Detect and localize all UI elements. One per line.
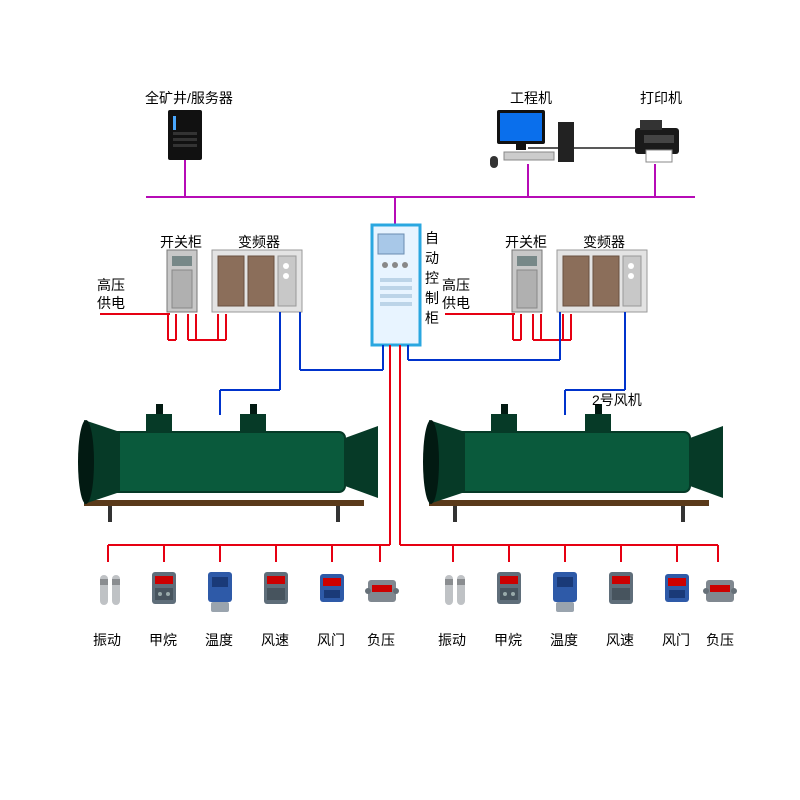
vfd-right-label: 变频器 <box>583 232 625 252</box>
hv-supply-left-label: 高压 供电 <box>97 276 129 312</box>
sensor-label-l-1: 甲烷 <box>149 630 177 650</box>
sensor-label-l-4: 风门 <box>317 630 345 650</box>
control-cabinet-label: 自 动 控 制 柜 <box>425 228 441 328</box>
switch-cabinet-right-label: 开关柜 <box>505 232 547 252</box>
sensor-label-l-0: 振动 <box>93 630 121 650</box>
workstation-icon <box>490 110 574 168</box>
sensor-label-r-5: 负压 <box>706 630 734 650</box>
switch-cabinet-right-icon <box>512 250 542 312</box>
sensor-label-l-3: 风速 <box>261 630 289 650</box>
switch-cabinet-left-icon <box>167 250 197 312</box>
sensor-label-r-2: 温度 <box>550 630 578 650</box>
server-label: 全矿井/服务器 <box>145 88 233 108</box>
control-cabinet-icon <box>372 225 420 345</box>
hv-supply-right-label: 高压 供电 <box>442 276 474 312</box>
sensor-label-r-4: 风门 <box>662 630 690 650</box>
fan-right-icon <box>423 404 723 522</box>
fan-left-icon <box>78 404 378 522</box>
fan2-label: 2号风机 <box>592 390 642 410</box>
switch-cabinet-left-label: 开关柜 <box>160 232 202 252</box>
workstation-label: 工程机 <box>510 88 552 108</box>
printer-label: 打印机 <box>640 88 682 108</box>
sensor-label-r-0: 振动 <box>438 630 466 650</box>
server-icon <box>168 110 202 160</box>
diagram-svg <box>0 0 800 800</box>
sensor-label-r-1: 甲烷 <box>494 630 522 650</box>
sensor-label-l-2: 温度 <box>205 630 233 650</box>
sensor-label-r-3: 风速 <box>606 630 634 650</box>
sensor-label-l-5: 负压 <box>367 630 395 650</box>
vfd-left-label: 变频器 <box>238 232 280 252</box>
vfd-left-icon <box>212 250 302 312</box>
printer-icon <box>635 120 679 162</box>
vfd-right-icon <box>557 250 647 312</box>
